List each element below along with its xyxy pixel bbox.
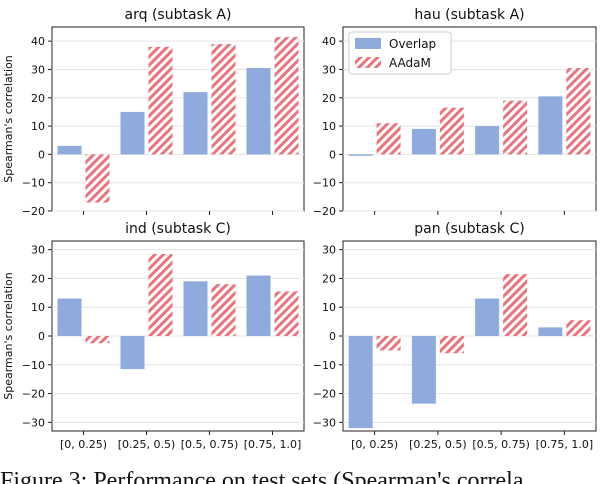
bar-aadam bbox=[274, 36, 299, 155]
y-tick-label: 20 bbox=[31, 92, 45, 105]
legend-label-overlap: Overlap bbox=[389, 37, 436, 51]
bar-overlap bbox=[411, 128, 436, 155]
bar-overlap bbox=[348, 336, 373, 429]
bar-aadam bbox=[503, 274, 528, 336]
bar-aadam bbox=[566, 68, 591, 155]
panel-ind: ind (subtask C) Spearman's correlation −… bbox=[2, 221, 305, 451]
bar-overlap bbox=[183, 92, 208, 155]
bar-overlap bbox=[120, 336, 145, 370]
bar-overlap bbox=[246, 275, 271, 336]
y-tick-label: −10 bbox=[313, 177, 336, 190]
bar-overlap bbox=[246, 68, 271, 155]
y-tick-label: 40 bbox=[31, 35, 45, 48]
panel-hau: hau (subtask A) −20 −10 0 10 20 30 40 Overlap … bbox=[313, 7, 597, 218]
panel-pan: pan (subtask C) −30 −20 −10 0 10 20 30 [0, 0.25… bbox=[313, 221, 597, 451]
y-tick-label: 30 bbox=[322, 63, 336, 76]
bar-aadam bbox=[85, 154, 110, 203]
bar-overlap bbox=[411, 336, 436, 404]
panel-arq: arq (subtask A) Spearman's correlation −… bbox=[2, 7, 305, 218]
y-axis-label: Spearman's correlation bbox=[2, 272, 15, 400]
y-tick-label: −30 bbox=[313, 416, 336, 429]
figure-caption: Figure 3: Performance on test sets (Spea… bbox=[0, 468, 524, 484]
bar-overlap bbox=[183, 281, 208, 336]
legend: Overlap AAdaM bbox=[348, 31, 452, 75]
x-tick-label: [0.5, 0.75) bbox=[181, 438, 239, 451]
y-tick-label: 10 bbox=[31, 120, 45, 133]
panel-title: ind (subtask C) bbox=[125, 221, 231, 237]
x-tick-label: [0.5, 0.75) bbox=[472, 438, 530, 451]
y-tick-label: 20 bbox=[31, 272, 45, 285]
x-tick-label: [0, 0.25) bbox=[351, 438, 398, 451]
y-tick-label: 0 bbox=[38, 148, 45, 161]
y-tick-label: 40 bbox=[322, 35, 336, 48]
y-tick-label: 20 bbox=[322, 272, 336, 285]
bar-overlap bbox=[348, 154, 373, 156]
bar-overlap bbox=[120, 111, 145, 155]
bar-aadam bbox=[85, 336, 110, 344]
y-tick-label: −20 bbox=[22, 205, 45, 218]
y-axis-label: Spearman's correlation bbox=[2, 55, 15, 183]
bar-aadam bbox=[439, 336, 464, 354]
y-tick-label: −20 bbox=[313, 388, 336, 401]
bar-aadam bbox=[211, 43, 236, 155]
bar-overlap bbox=[475, 298, 500, 336]
bar-overlap bbox=[475, 126, 500, 155]
y-tick-label: 0 bbox=[38, 330, 45, 343]
x-tick-label: [0.75, 1.0] bbox=[244, 438, 302, 451]
legend-swatch-aadam bbox=[355, 57, 381, 68]
bar-overlap bbox=[57, 298, 82, 336]
panel-title: arq (subtask A) bbox=[125, 7, 232, 23]
x-tick-label: [0.75, 1.0] bbox=[536, 438, 594, 451]
y-tick-label: −10 bbox=[22, 359, 45, 372]
y-tick-label: 0 bbox=[329, 330, 336, 343]
bar-aadam bbox=[376, 123, 401, 155]
y-tick-label: 20 bbox=[322, 92, 336, 105]
y-tick-label: −20 bbox=[22, 388, 45, 401]
y-tick-label: −20 bbox=[313, 205, 336, 218]
y-tick-label: −10 bbox=[22, 177, 45, 190]
bar-aadam bbox=[148, 46, 173, 155]
bar-aadam bbox=[211, 284, 236, 336]
bar-aadam bbox=[376, 336, 401, 351]
legend-label-aadam: AAdaM bbox=[389, 56, 431, 70]
y-tick-label: 30 bbox=[31, 244, 45, 257]
bar-aadam bbox=[503, 100, 528, 155]
y-tick-label: 0 bbox=[329, 148, 336, 161]
y-tick-label: 10 bbox=[322, 301, 336, 314]
y-tick-label: 30 bbox=[322, 244, 336, 257]
bar-overlap bbox=[538, 96, 563, 155]
bar-overlap bbox=[538, 327, 563, 336]
x-tick-label: [0, 0.25) bbox=[60, 438, 107, 451]
y-tick-label: −30 bbox=[22, 416, 45, 429]
panel-title: pan (subtask C) bbox=[414, 221, 524, 237]
y-tick-label: 10 bbox=[31, 301, 45, 314]
bar-aadam bbox=[439, 107, 464, 155]
bar-aadam bbox=[148, 253, 173, 336]
bar-overlap bbox=[57, 145, 82, 155]
figure-canvas: arq (subtask A) Spearman's correlation −… bbox=[2, 7, 597, 451]
x-tick-label: [0.25, 0.5) bbox=[118, 438, 176, 451]
bar-aadam bbox=[274, 291, 299, 336]
y-tick-label: 30 bbox=[31, 63, 45, 76]
legend-swatch-overlap bbox=[355, 38, 381, 49]
y-tick-label: −10 bbox=[313, 359, 336, 372]
panel-title: hau (subtask A) bbox=[414, 7, 524, 23]
x-tick-label: [0.25, 0.5) bbox=[409, 438, 467, 451]
bar-aadam bbox=[566, 320, 591, 336]
y-tick-label: 10 bbox=[322, 120, 336, 133]
